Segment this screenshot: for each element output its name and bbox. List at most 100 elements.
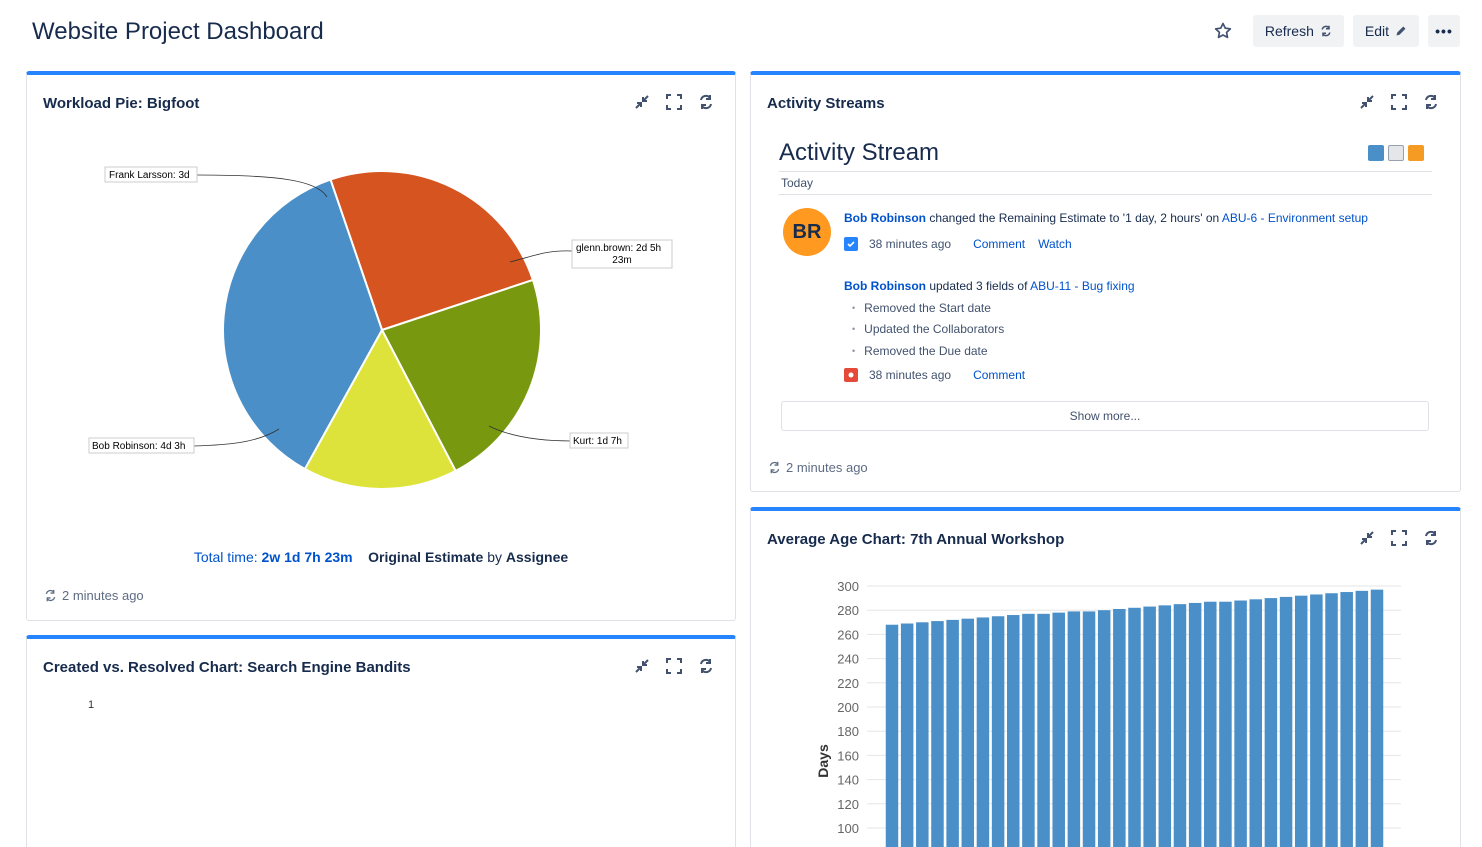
chart-bar[interactable] [1097, 610, 1111, 847]
chart-bar[interactable] [1294, 595, 1308, 847]
chart-bar[interactable] [1234, 600, 1247, 847]
chart-bar[interactable] [1340, 592, 1353, 847]
gadget-tools [633, 93, 715, 111]
chart-bar[interactable] [916, 622, 929, 847]
chart-bar[interactable] [1143, 606, 1156, 847]
gadget-title: Workload Pie: Bigfoot [43, 95, 200, 112]
edit-button-label: Edit [1364, 23, 1389, 39]
full-view-icon[interactable] [1368, 145, 1384, 161]
refresh-icon[interactable] [1422, 93, 1440, 111]
user-link[interactable]: Bob Robinson [844, 211, 926, 225]
user-link[interactable]: Bob Robinson [844, 279, 926, 293]
svg-text:Frank Larsson: 3d: Frank Larsson: 3d [109, 170, 190, 181]
chart-bar[interactable] [991, 616, 1005, 847]
pie-slice[interactable] [329, 170, 535, 332]
minimize-icon[interactable] [633, 657, 651, 675]
entry-time: 38 minutes ago [869, 368, 952, 382]
chart-bar[interactable] [1279, 596, 1293, 847]
by-word: by [487, 549, 502, 565]
chart-bar[interactable] [1370, 589, 1384, 847]
chart-bar[interactable] [946, 619, 959, 847]
refreshed-time: 2 minutes ago [786, 460, 868, 475]
maximize-icon[interactable] [1390, 93, 1408, 111]
pie-slice[interactable] [303, 327, 457, 490]
chart-bar[interactable] [1037, 613, 1050, 847]
activity-entry-1: Bob Robinson changed the Remaining Estim… [844, 211, 1368, 225]
chart-bar[interactable] [1355, 590, 1369, 847]
chart-bar[interactable] [961, 618, 975, 847]
entry-time: 38 minutes ago [869, 237, 952, 251]
refresh-small-icon[interactable] [44, 589, 57, 602]
chart-bar[interactable] [1249, 599, 1263, 847]
minimize-icon[interactable] [1358, 93, 1376, 111]
maximize-icon[interactable] [665, 657, 683, 675]
refresh-small-icon[interactable] [768, 461, 781, 474]
svg-text:Kurt: 1d 7h: Kurt: 1d 7h [573, 436, 622, 447]
heading-rule [779, 171, 1432, 172]
edit-button[interactable]: Edit [1352, 15, 1419, 47]
refresh-icon[interactable] [1422, 529, 1440, 547]
gadget-title: Average Age Chart: 7th Annual Workshop [767, 531, 1065, 548]
chart-bar[interactable] [1310, 594, 1323, 847]
chart-bar[interactable] [976, 617, 990, 847]
minimize-icon[interactable] [1358, 529, 1376, 547]
change-item: Removed the Start date [852, 301, 991, 315]
chart-bar[interactable] [1264, 598, 1278, 847]
more-actions-button[interactable]: ••• [1428, 15, 1460, 47]
chart-bar[interactable] [1325, 593, 1338, 847]
chart-bar[interactable] [1067, 611, 1081, 847]
dashboard-actions: Refresh Edit ••• [1209, 15, 1460, 47]
entry-1-meta: 38 minutes ago Comment Watch [844, 237, 1072, 251]
chart-bar[interactable] [1188, 602, 1202, 847]
average-age-gadget: Average Age Chart: 7th Annual Workshop 1… [750, 507, 1461, 847]
pie-slice[interactable] [380, 278, 542, 473]
day-rule [779, 194, 1432, 195]
pie-label-bob: Bob Robinson: 4d 3h [88, 437, 195, 454]
y-tick-label: 100 [837, 821, 859, 836]
list-view-icon[interactable] [1388, 145, 1404, 161]
gadget-tools [633, 657, 715, 675]
maximize-icon[interactable] [665, 93, 683, 111]
show-more-button[interactable]: Show more... [781, 401, 1429, 431]
chart-bar[interactable] [1158, 605, 1172, 847]
y-tick-label: 300 [837, 579, 859, 594]
chart-bar[interactable] [885, 624, 899, 847]
chart-bar[interactable] [1128, 607, 1141, 847]
pie-slice[interactable] [222, 178, 384, 471]
average-age-chart: 100 120 140 160 180 200 220 240 260 280 300 Days [815, 579, 1401, 847]
y-tick-label: 160 [837, 748, 859, 763]
y-tick-label: 260 [837, 627, 859, 642]
stream-view-options [1368, 145, 1424, 161]
chart-bar[interactable] [1219, 601, 1232, 847]
chart-bar[interactable] [1022, 613, 1035, 847]
refresh-icon[interactable] [697, 657, 715, 675]
chart-bar[interactable] [1204, 601, 1217, 847]
total-time[interactable]: Total time: 2w 1d 7h 23m [193, 549, 353, 565]
maximize-icon[interactable] [1390, 529, 1408, 547]
comment-link[interactable]: Comment [973, 237, 1026, 251]
chart-bar[interactable] [1113, 608, 1126, 847]
chart-bar[interactable] [900, 623, 914, 847]
minimize-icon[interactable] [633, 93, 651, 111]
avatar[interactable]: BR [783, 208, 831, 256]
refresh-icon[interactable] [697, 93, 715, 111]
last-refreshed: 2 minutes ago [44, 588, 144, 603]
y-tick-label: 140 [837, 773, 859, 788]
chart-bar[interactable] [1052, 612, 1065, 847]
rss-feed-icon[interactable] [1408, 145, 1424, 161]
issue-link[interactable]: ABU-6 - Environment setup [1221, 211, 1368, 225]
refresh-button[interactable]: Refresh [1252, 15, 1344, 47]
refresh-button-label: Refresh [1264, 23, 1314, 39]
svg-text:23m: 23m [612, 255, 631, 266]
y-tick-label: 220 [837, 676, 859, 691]
chart-bar[interactable] [1173, 604, 1187, 847]
chart-bar[interactable] [931, 621, 944, 847]
pencil-icon [1396, 26, 1406, 36]
comment-link[interactable]: Comment [973, 368, 1026, 382]
issue-link[interactable]: ABU-11 - Bug fixing [1030, 279, 1135, 293]
bug-type-icon [844, 368, 858, 382]
watch-link[interactable]: Watch [1038, 237, 1072, 251]
star-button[interactable] [1209, 15, 1237, 47]
chart-bar[interactable] [1082, 611, 1096, 847]
chart-bar[interactable] [1007, 615, 1020, 847]
